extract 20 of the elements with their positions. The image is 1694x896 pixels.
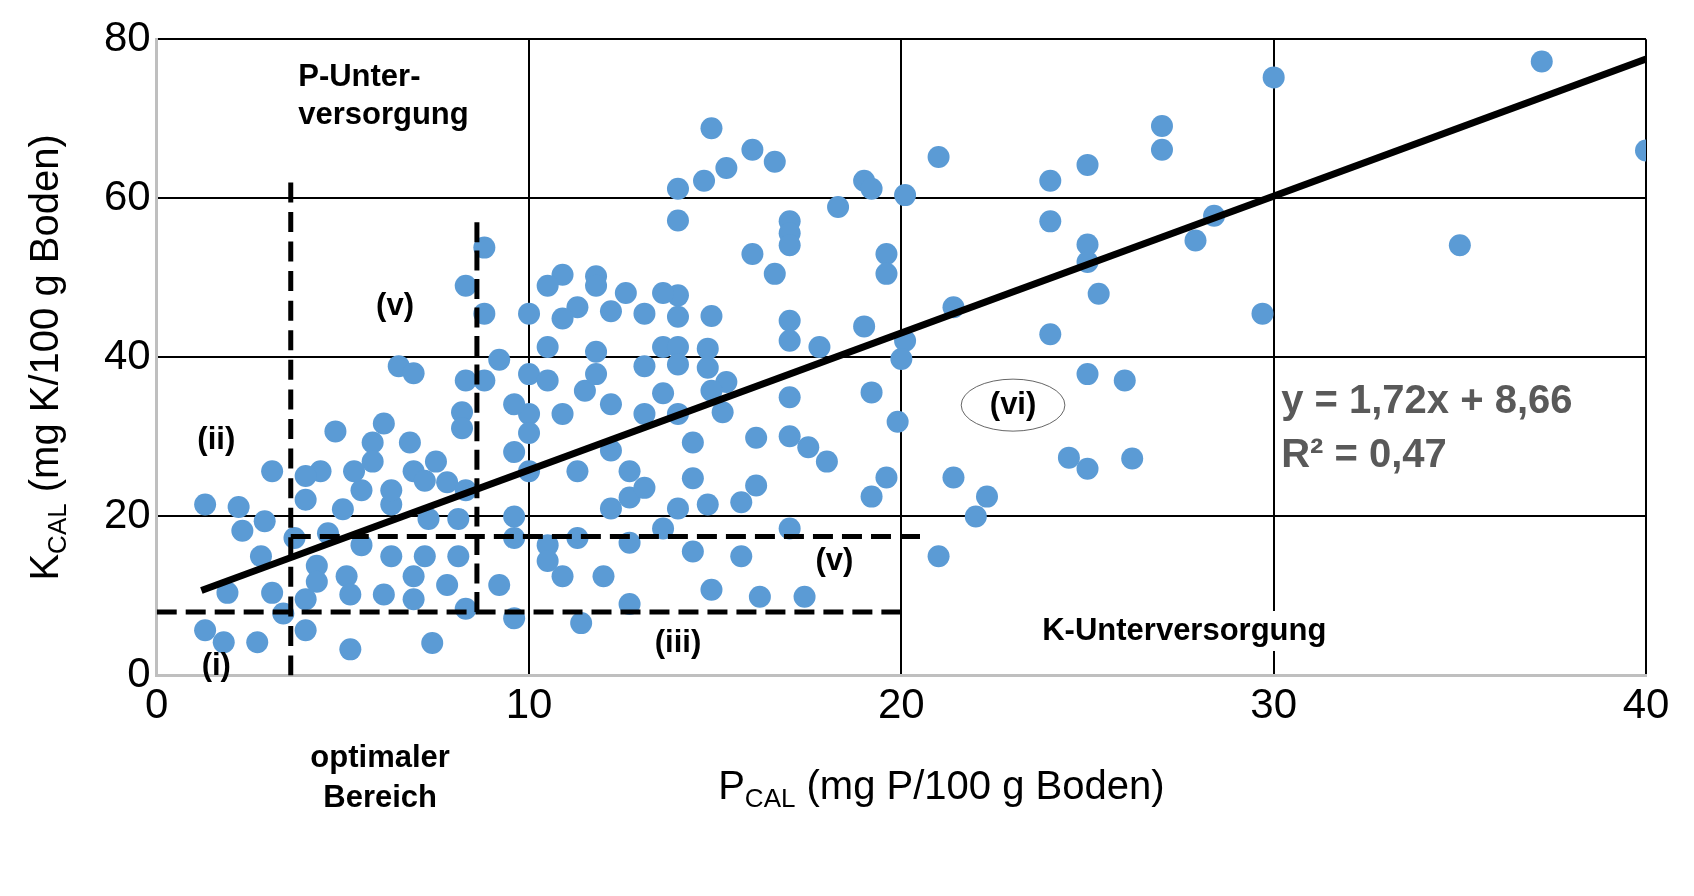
annotation: (v) (815, 541, 854, 577)
x-tick-label: 40 (1622, 680, 1670, 728)
y-tick-label: 20 (104, 490, 151, 538)
y-tick-label: 60 (104, 171, 151, 219)
annotation: (i) (201, 646, 231, 682)
annotation: (v) (376, 287, 414, 323)
annotation: K-Unterversorgung (1042, 611, 1327, 647)
x-tick-label: 30 (1250, 680, 1298, 728)
y-tick-label: 40 (104, 330, 151, 378)
annotation: R² = 0,47 (1281, 431, 1447, 476)
y-tick-label: 80 (104, 12, 151, 60)
annotation: y = 1,72x + 8,66 (1281, 376, 1573, 421)
x-tick-label: 20 (878, 680, 925, 728)
annotation: (iii) (654, 624, 702, 660)
annotation: P-Unter-versorgung (298, 57, 469, 131)
y-axis-title: KCAL (mg K/100 g Boden) (21, 134, 72, 581)
annotation: (ii) (197, 420, 236, 456)
text: optimaler Bereich (310, 738, 450, 814)
annotation: (vi) (989, 385, 1037, 421)
x-tick-label: 10 (505, 680, 553, 728)
